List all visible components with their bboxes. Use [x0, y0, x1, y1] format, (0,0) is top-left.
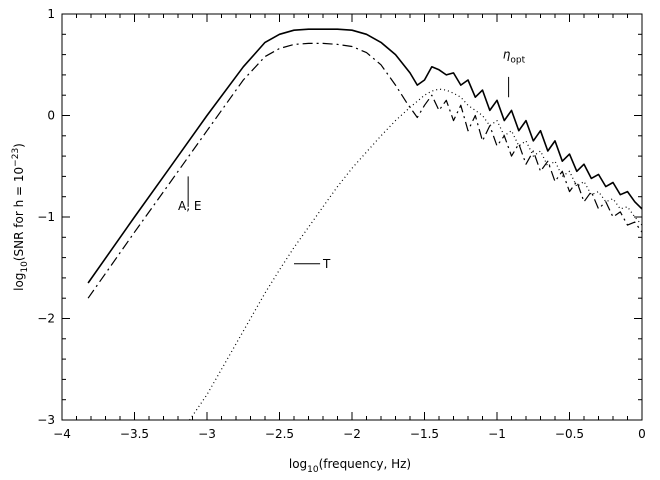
y-axis-label-sup: −23: [11, 148, 21, 167]
y-axis-label-prefix: log: [12, 273, 26, 291]
axis-tick-labels: −4 −3.5 −3 −2.5 −2 −1.5 −1 −0.5 0 −3 −2 −1 0 1: [37, 7, 646, 441]
y-tick-label: 0: [47, 109, 55, 123]
y-tick-label: −3: [37, 413, 55, 427]
plot-frame: [61, 13, 643, 421]
y-axis-label-suffix: ): [12, 143, 26, 148]
annotation-text-eta: η: [503, 48, 511, 62]
y-tick-label: −2: [37, 312, 55, 326]
annotation-label-t: T: [322, 257, 331, 271]
series-line-t: [189, 88, 643, 421]
x-tick-label: −1: [488, 427, 506, 441]
series-line-eta-opt: [87, 28, 643, 284]
x-tick-label: −0.5: [555, 427, 584, 441]
y-tick-label: 1: [47, 7, 55, 21]
x-tick-label: −1.5: [410, 427, 439, 441]
series-line-a-e: [87, 42, 643, 299]
annotation-sub-eta: opt: [510, 56, 525, 66]
x-tick-label: −4: [53, 427, 71, 441]
x-axis-label-suffix: (frequency, Hz): [319, 457, 412, 471]
x-tick-label: −3: [198, 427, 216, 441]
y-axis-label: log10(SNR for h = 10−23): [11, 143, 30, 291]
annotation-label-ae: A, E: [178, 199, 201, 213]
x-tick-label: 0: [638, 427, 646, 441]
annotations: ηopt A, E T: [178, 48, 526, 271]
axis-ticks: [61, 13, 643, 421]
x-tick-label: −3.5: [120, 427, 149, 441]
annotation-label-eta: ηopt: [503, 48, 526, 66]
x-tick-label: −2.5: [265, 427, 294, 441]
y-axis-label-sub: 10: [20, 261, 30, 273]
annotation-text-ae: A, E: [178, 199, 201, 213]
y-tick-label: −1: [37, 210, 55, 224]
annotation-text-t: T: [322, 257, 331, 271]
x-axis-label-prefix: log: [289, 457, 307, 471]
x-tick-label: −2: [343, 427, 361, 441]
x-axis-label-sub: 10: [307, 465, 319, 475]
data-series: [87, 28, 643, 421]
y-axis-label-middle: (SNR for h = 10: [12, 167, 26, 261]
x-axis-label: log10(frequency, Hz): [289, 457, 411, 475]
